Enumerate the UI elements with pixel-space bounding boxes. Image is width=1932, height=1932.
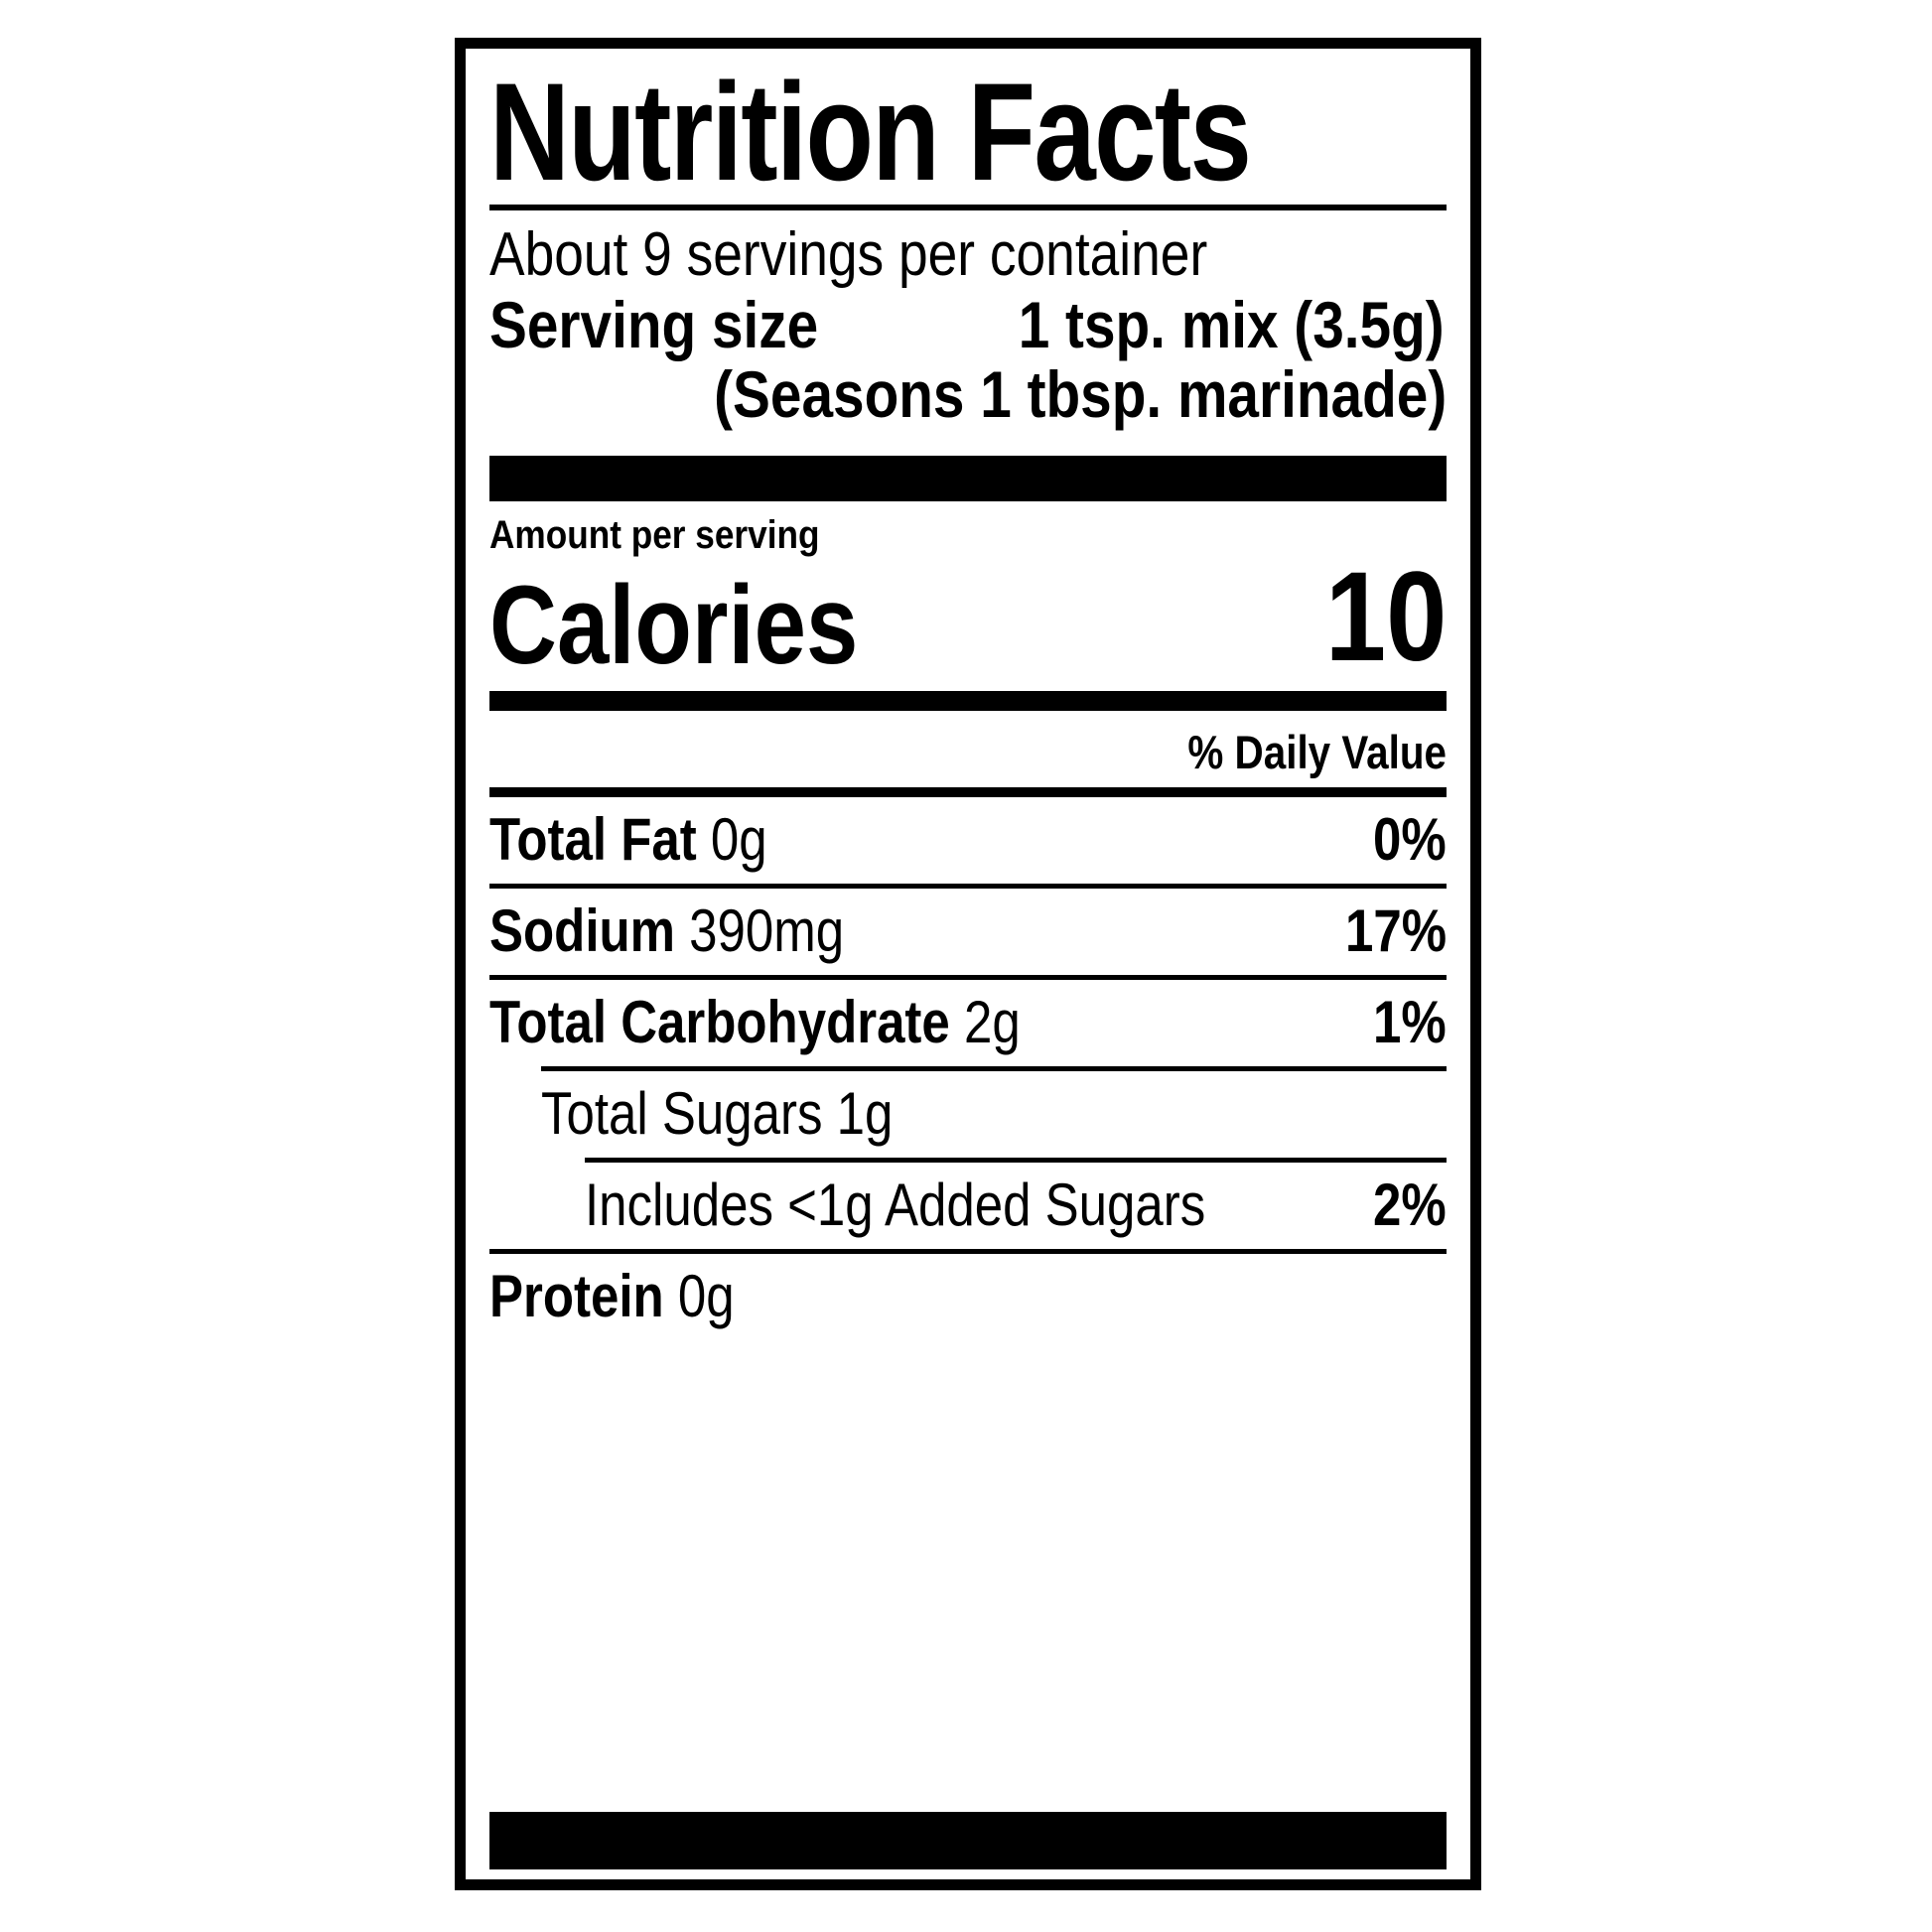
nutrient-amount-protein: 0g bbox=[677, 1262, 735, 1329]
nutrient-row-sodium: Sodium 390mg 17% bbox=[489, 889, 1447, 975]
nutrient-name-total-carbohydrate: Total Carbohydrate bbox=[489, 988, 950, 1055]
layout-spacer bbox=[489, 1340, 1447, 1800]
nutrient-row-total-carbohydrate: Total Carbohydrate 2g 1% bbox=[489, 980, 1447, 1066]
nutrient-dv-added-sugars: 2% bbox=[1373, 1171, 1447, 1238]
nutrient-label-total-carbohydrate: Total Carbohydrate 2g bbox=[489, 988, 1021, 1056]
rule-under-calories bbox=[489, 690, 1447, 711]
nutrient-row-added-sugars: Includes <1g Added Sugars 2% bbox=[489, 1163, 1447, 1249]
rule-under-added-sugars bbox=[489, 1248, 1447, 1254]
rule-under-dv-header bbox=[489, 786, 1447, 797]
nutrient-amount-total-carbohydrate: 2g bbox=[963, 988, 1021, 1055]
nutrient-label-added-sugars: Includes <1g Added Sugars bbox=[585, 1171, 1206, 1238]
nutrient-name-sodium: Sodium bbox=[489, 897, 675, 964]
rule-under-total-fat bbox=[489, 883, 1447, 889]
nutrient-row-total-sugars: Total Sugars 1g bbox=[489, 1071, 1447, 1158]
divider-bar-bottom bbox=[489, 1812, 1447, 1869]
serving-size-row: Serving size 1 tsp. mix (3.5g) bbox=[489, 287, 1445, 361]
nutrient-dv-total-fat: 0% bbox=[1373, 805, 1447, 873]
nutrient-name-protein: Protein bbox=[489, 1262, 664, 1329]
nutrient-row-protein: Protein 0g bbox=[489, 1254, 1447, 1340]
divider-bar-top bbox=[489, 455, 1447, 501]
nutrient-amount-sodium: 390mg bbox=[689, 897, 845, 964]
serving-size-value: 1 tsp. mix (3.5g) bbox=[1018, 287, 1445, 361]
rule-under-total-carbohydrate bbox=[541, 1065, 1447, 1071]
servings-per-container: About 9 servings per container bbox=[489, 219, 1208, 289]
nutrition-facts-inner: Nutrition Facts About 9 servings per con… bbox=[466, 49, 1470, 1879]
calories-value: 10 bbox=[1324, 545, 1447, 688]
serving-size-note: (Seasons 1 tbsp. marinade) bbox=[713, 356, 1447, 431]
nutrient-amount-total-fat: 0g bbox=[710, 805, 767, 873]
nutrient-dv-total-carbohydrate: 1% bbox=[1373, 988, 1447, 1055]
rule-under-sodium bbox=[489, 974, 1447, 980]
rule-under-title bbox=[489, 204, 1447, 210]
serving-size-label: Serving size bbox=[489, 287, 819, 361]
nutrient-name-total-fat: Total Fat bbox=[489, 805, 697, 873]
calories-row: Calories 10 bbox=[489, 545, 1447, 688]
daily-value-header: % Daily Value bbox=[1187, 725, 1447, 778]
nutrient-label-total-sugars: Total Sugars 1g bbox=[541, 1079, 894, 1147]
calories-label: Calories bbox=[489, 562, 859, 687]
rule-under-total-sugars bbox=[585, 1157, 1447, 1163]
nutrition-facts-panel: Nutrition Facts About 9 servings per con… bbox=[455, 38, 1481, 1890]
nutrient-label-sodium: Sodium 390mg bbox=[489, 897, 844, 965]
nutrient-label-total-fat: Total Fat 0g bbox=[489, 805, 767, 874]
nutrition-facts-title: Nutrition Facts bbox=[489, 54, 1252, 209]
title-row: Nutrition Facts bbox=[489, 54, 1447, 209]
nutrient-dv-sodium: 17% bbox=[1344, 897, 1447, 964]
nutrient-row-total-fat: Total Fat 0g 0% bbox=[489, 797, 1447, 884]
nutrient-label-protein: Protein 0g bbox=[489, 1262, 735, 1330]
amount-per-serving-label: Amount per serving bbox=[489, 512, 820, 557]
